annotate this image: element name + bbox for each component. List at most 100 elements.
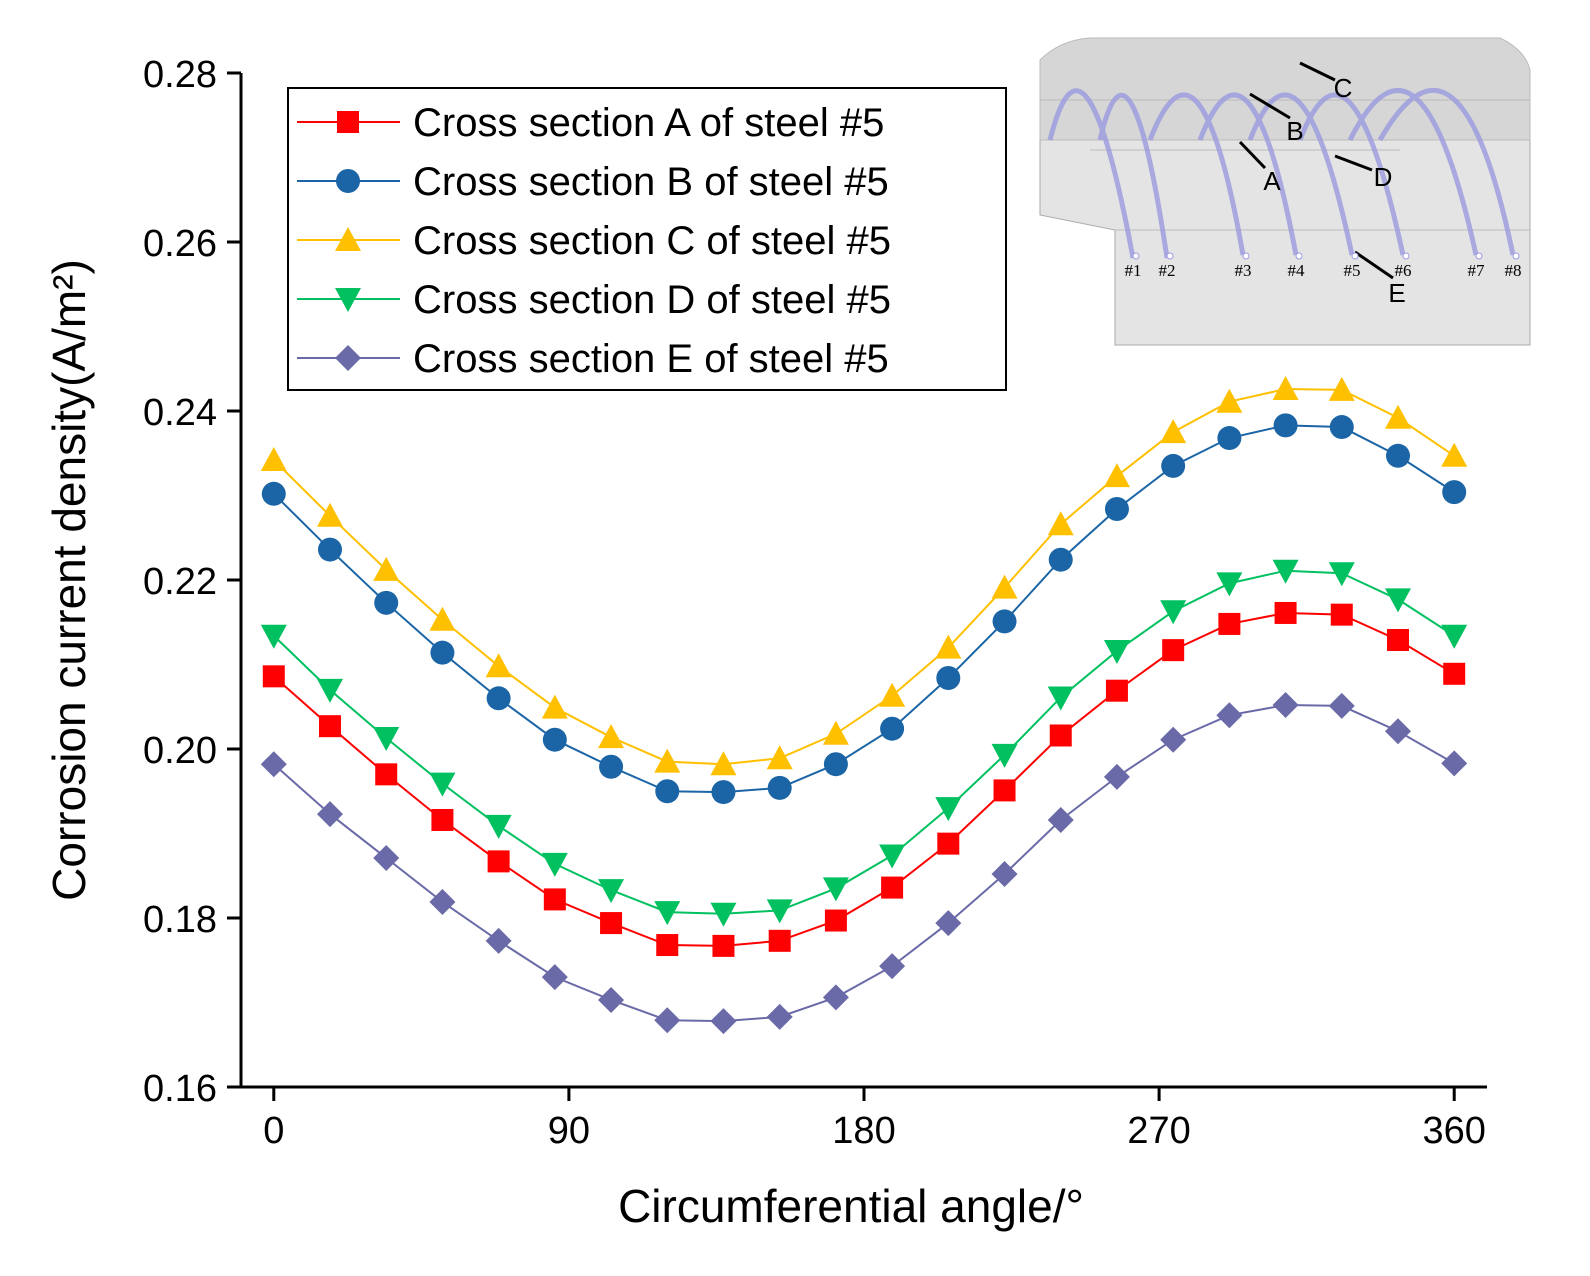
marker bbox=[711, 780, 736, 805]
inset-steel-label: #4 bbox=[1288, 261, 1306, 280]
inset-steel-label: #2 bbox=[1159, 261, 1176, 280]
marker bbox=[1273, 413, 1298, 438]
marker bbox=[1104, 497, 1129, 522]
inset-edges bbox=[1040, 99, 1530, 231]
marker bbox=[1160, 419, 1187, 444]
marker bbox=[1048, 547, 1073, 572]
marker bbox=[373, 845, 400, 872]
marker bbox=[993, 779, 1016, 802]
marker bbox=[431, 808, 454, 831]
marker bbox=[1216, 702, 1243, 729]
marker bbox=[1385, 718, 1412, 745]
y-tick-label: 0.18 bbox=[143, 899, 217, 941]
marker bbox=[543, 888, 566, 911]
marker bbox=[822, 720, 849, 745]
marker bbox=[541, 964, 568, 991]
marker bbox=[822, 984, 849, 1011]
legend-label: Cross section C of steel #5 bbox=[413, 219, 891, 263]
marker bbox=[879, 682, 906, 707]
marker bbox=[1218, 612, 1241, 635]
marker bbox=[991, 861, 1018, 888]
marker bbox=[1387, 628, 1410, 651]
marker bbox=[937, 832, 960, 855]
legend-marker bbox=[335, 227, 361, 251]
marker bbox=[1328, 376, 1355, 401]
y-tick-label: 0.24 bbox=[143, 392, 217, 434]
marker bbox=[936, 666, 961, 691]
marker bbox=[316, 801, 343, 828]
x-axis-label: Circumferential angle/° bbox=[618, 1180, 1084, 1232]
marker bbox=[712, 934, 735, 957]
marker bbox=[991, 743, 1018, 768]
inset-section-label: A bbox=[1263, 166, 1281, 196]
legend-label: Cross section E of steel #5 bbox=[413, 337, 889, 381]
marker bbox=[429, 772, 456, 797]
marker bbox=[881, 876, 904, 899]
marker bbox=[1272, 559, 1299, 584]
marker bbox=[598, 986, 625, 1013]
marker bbox=[316, 678, 343, 703]
marker bbox=[1443, 662, 1466, 685]
marker bbox=[1216, 572, 1243, 597]
marker bbox=[823, 752, 848, 777]
legend-label: Cross section A of steel #5 bbox=[413, 101, 884, 145]
y-tick-label: 0.26 bbox=[143, 223, 217, 265]
x-tick-label: 0 bbox=[263, 1110, 284, 1152]
marker bbox=[260, 447, 287, 472]
marker bbox=[768, 929, 791, 952]
marker bbox=[600, 912, 623, 935]
legend-label: Cross section B of steel #5 bbox=[413, 160, 889, 204]
marker bbox=[1160, 726, 1187, 753]
marker bbox=[655, 779, 680, 804]
marker bbox=[710, 902, 737, 927]
series-line bbox=[273, 388, 1455, 766]
legend-box bbox=[287, 87, 1007, 391]
marker bbox=[1047, 806, 1074, 833]
marker bbox=[318, 715, 341, 738]
marker bbox=[1160, 600, 1187, 625]
marker bbox=[1442, 480, 1467, 505]
marker bbox=[880, 716, 905, 741]
marker bbox=[1330, 603, 1353, 626]
marker bbox=[879, 844, 906, 869]
marker bbox=[935, 634, 962, 659]
legend-marker bbox=[335, 345, 361, 371]
marker bbox=[260, 751, 287, 778]
inset-diagram bbox=[1039, 37, 1531, 346]
marker bbox=[654, 1007, 681, 1034]
marker bbox=[710, 1008, 737, 1035]
marker bbox=[991, 574, 1018, 599]
marker bbox=[598, 724, 625, 749]
inset-section-label: E bbox=[1388, 278, 1405, 308]
marker bbox=[1274, 601, 1297, 624]
marker bbox=[1329, 415, 1354, 440]
marker bbox=[1049, 724, 1072, 747]
marker bbox=[486, 686, 511, 711]
inset-steel-label: #1 bbox=[1125, 261, 1142, 280]
marker bbox=[541, 694, 568, 719]
marker bbox=[375, 763, 398, 786]
legend-marker bbox=[337, 111, 359, 133]
x-tick-label: 180 bbox=[832, 1110, 895, 1152]
marker bbox=[487, 850, 510, 873]
marker bbox=[1385, 588, 1412, 613]
marker bbox=[710, 751, 737, 776]
y-tick-label: 0.16 bbox=[143, 1068, 217, 1110]
inset-top bbox=[1039, 37, 1531, 141]
x-tick-label: 360 bbox=[1423, 1110, 1486, 1152]
marker bbox=[935, 797, 962, 822]
marker bbox=[374, 590, 399, 615]
inset-steel-end bbox=[1166, 252, 1174, 260]
inset-arrows bbox=[1238, 61, 1394, 280]
marker bbox=[1441, 624, 1468, 649]
marker bbox=[1103, 763, 1130, 790]
marker bbox=[317, 537, 342, 562]
marker bbox=[654, 901, 681, 926]
marker bbox=[1386, 443, 1411, 468]
marker bbox=[373, 556, 400, 581]
y-tick-label: 0.20 bbox=[143, 730, 217, 772]
marker bbox=[262, 665, 285, 688]
y-tick-label: 0.28 bbox=[143, 54, 217, 96]
marker bbox=[1328, 562, 1355, 587]
